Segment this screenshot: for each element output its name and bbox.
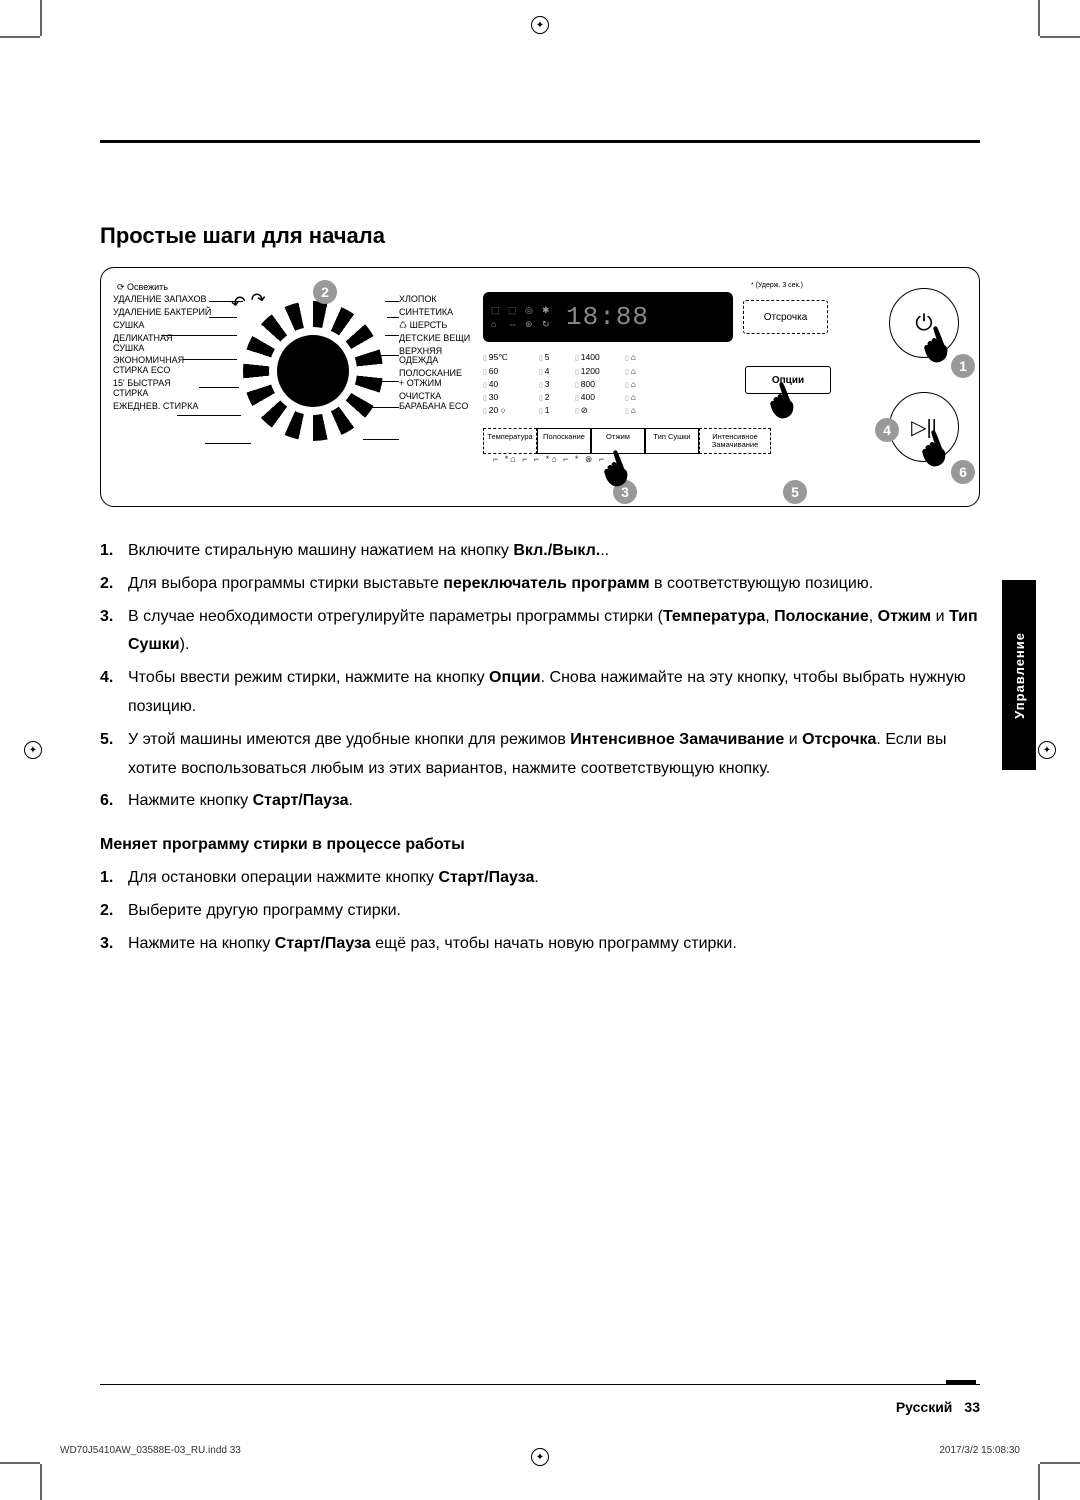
footer-page: Русский33 xyxy=(896,1399,980,1415)
side-tab: Управление xyxy=(1002,580,1036,770)
reg-mark-icon xyxy=(24,741,42,759)
callout-2: 2 xyxy=(313,280,337,304)
dial-labels-left: УДАЛЕНИЕ ЗАПАХОВ УДАЛЕНИЕ БАКТЕРИЙ СУШКА… xyxy=(113,295,223,415)
subheading: Меняет программу стирки в процессе работ… xyxy=(100,836,980,854)
crop-mark xyxy=(1040,1462,1080,1464)
crop-mark xyxy=(1038,0,1040,36)
spread-date: 2017/3/2 15:08:30 xyxy=(939,1445,1020,1456)
crop-mark xyxy=(1038,1464,1040,1500)
lcd-display: ⬚⬚◎✱ ⌂⇔⊛↻ 18:88 xyxy=(483,292,733,342)
control-panel-illustration: ⟳ Освежить УДАЛЕНИЕ ЗАПАХОВ УДАЛЕНИЕ БАК… xyxy=(100,267,980,507)
section-title: Простые шаги для начала xyxy=(100,223,980,249)
instructions-list-1: Включите стиральную машину нажатием на к… xyxy=(100,537,980,816)
callout-4: 4 xyxy=(875,418,899,442)
crop-mark xyxy=(0,36,40,38)
callout-5: 5 xyxy=(783,480,807,504)
reg-mark-icon xyxy=(1038,741,1056,759)
reg-mark-icon xyxy=(531,1448,549,1466)
refresh-label: ⟳ Освежить xyxy=(117,282,473,293)
program-dial xyxy=(243,301,383,441)
crop-mark xyxy=(0,1462,40,1464)
crop-mark xyxy=(40,1464,42,1500)
top-rule xyxy=(100,140,980,143)
option-values-grid: 95℃51400⌂ 6041200⌂ 403800⌂ 302400⌂ 20 ○1… xyxy=(483,352,655,416)
spread-file: WD70J5410AW_03588E-03_RU.indd 33 xyxy=(60,1445,241,1456)
footer-rule xyxy=(100,1384,980,1385)
crop-mark xyxy=(40,0,42,36)
display-digits: 18:88 xyxy=(566,302,649,332)
hold-note: * (Удерж. 3 сек.) xyxy=(751,282,803,289)
display-icons: ⬚⬚◎✱ ⌂⇔⊛↻ xyxy=(491,305,556,330)
crop-mark xyxy=(1040,36,1080,38)
delay-button: Отсрочка xyxy=(743,300,828,334)
instructions-list-2: Для остановки операции нажмите кнопку Ст… xyxy=(100,864,980,958)
reg-mark-icon xyxy=(531,16,549,34)
under-icons-row: ⌐ *⌂ ⌐ ⌐ *⌂ ⌐ * ⊗ ⌐ xyxy=(493,454,606,465)
callout-6: 6 xyxy=(951,460,975,484)
